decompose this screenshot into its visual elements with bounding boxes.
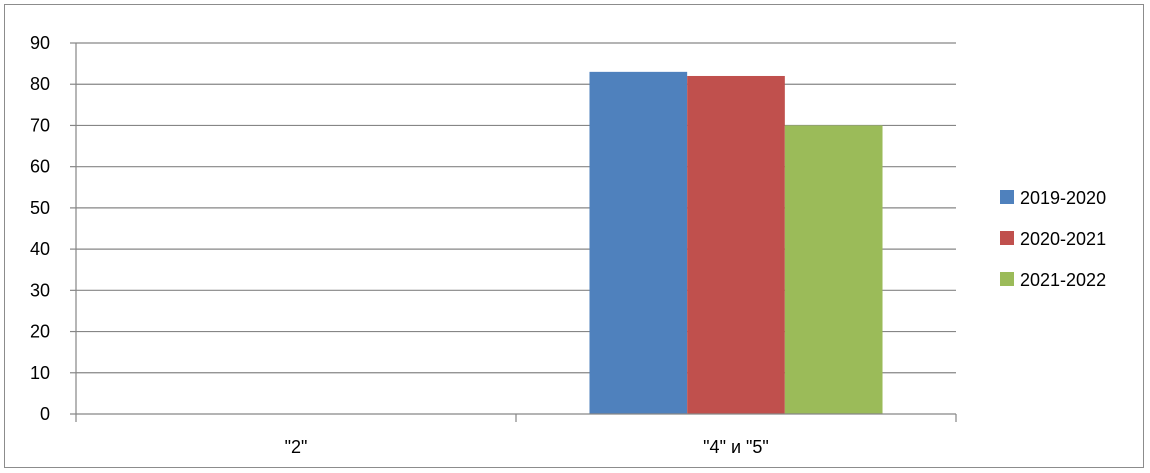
y-tick-label: 40 <box>30 239 50 259</box>
bar-2021-2022-cat-1 <box>784 125 883 414</box>
y-tick-label: 60 <box>30 157 50 177</box>
y-tick-label: 20 <box>30 322 50 342</box>
bars <box>589 71 883 414</box>
y-tick-label: 10 <box>30 363 50 383</box>
x-tick-label: "2" <box>285 437 308 457</box>
bar-2020-2021-cat-1 <box>687 75 785 414</box>
y-tick-label: 70 <box>30 115 50 135</box>
x-tick-label: "4" и "5" <box>703 437 769 457</box>
legend-label: 2021-2022 <box>1020 270 1106 290</box>
axes <box>70 42 957 422</box>
y-axis-tick-labels: 0 10 20 30 40 50 60 70 80 90 <box>30 33 50 424</box>
legend: 2019-2020 2020-2021 2021-2022 <box>1000 188 1106 290</box>
legend-swatch <box>1000 272 1014 286</box>
chart-frame <box>4 4 1144 468</box>
y-tick-label: 30 <box>30 280 50 300</box>
legend-label: 2020-2021 <box>1020 229 1106 249</box>
bar-2019-2020-cat-1 <box>589 71 688 414</box>
x-axis-tick-labels: "2" "4" и "5" <box>285 437 769 457</box>
legend-label: 2019-2020 <box>1020 188 1106 208</box>
legend-swatch <box>1000 231 1014 245</box>
y-tick-label: 90 <box>30 33 50 53</box>
y-tick-label: 50 <box>30 198 50 218</box>
y-tick-label: 80 <box>30 74 50 94</box>
y-tick-label: 0 <box>40 404 50 424</box>
legend-swatch <box>1000 190 1014 204</box>
